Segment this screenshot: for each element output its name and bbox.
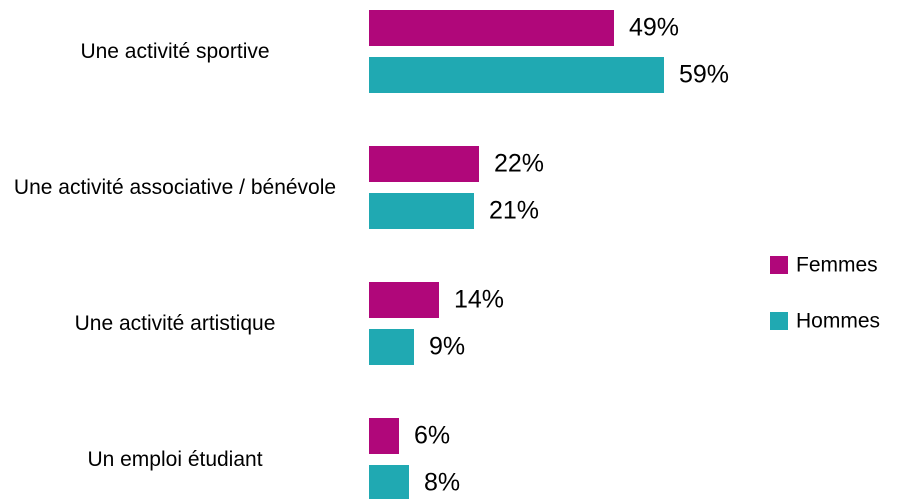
value-label: 49% (629, 14, 679, 42)
bar (369, 146, 479, 182)
category-label: Une activité associative / bénévole (13, 175, 337, 199)
value-label: 59% (679, 61, 729, 89)
value-label: 14% (454, 286, 504, 314)
category-label: Une activité sportive (80, 39, 270, 63)
bar (369, 57, 664, 93)
value-label: 6% (414, 422, 450, 450)
bar (369, 465, 409, 499)
bar (369, 10, 614, 46)
bar (369, 282, 439, 318)
legend-swatch (770, 312, 788, 330)
value-label: 8% (424, 469, 460, 497)
bar (369, 418, 399, 454)
bar (369, 329, 414, 365)
bar (369, 193, 474, 229)
value-label: 21% (489, 197, 539, 225)
legend-label: Femmes (796, 254, 878, 277)
legend-swatch (770, 256, 788, 274)
value-label: 9% (429, 333, 465, 361)
category-label: Une activité artistique (74, 311, 276, 335)
category-label: Un emploi étudiant (87, 447, 263, 471)
value-label: 22% (494, 150, 544, 178)
legend-label: Hommes (796, 310, 880, 333)
